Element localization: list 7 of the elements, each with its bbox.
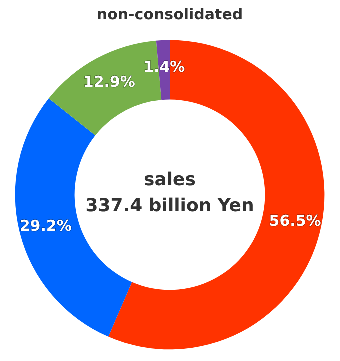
data-label: 56.5%: [269, 212, 322, 230]
data-label: 12.9%: [83, 73, 136, 92]
chart-title: non-consolidated: [96, 6, 244, 24]
text: sales: [144, 169, 196, 190]
text: 337.4 billion Yen: [86, 195, 254, 216]
data-label: 1.4%: [144, 58, 186, 76]
data-label: 29.2%: [20, 216, 72, 235]
